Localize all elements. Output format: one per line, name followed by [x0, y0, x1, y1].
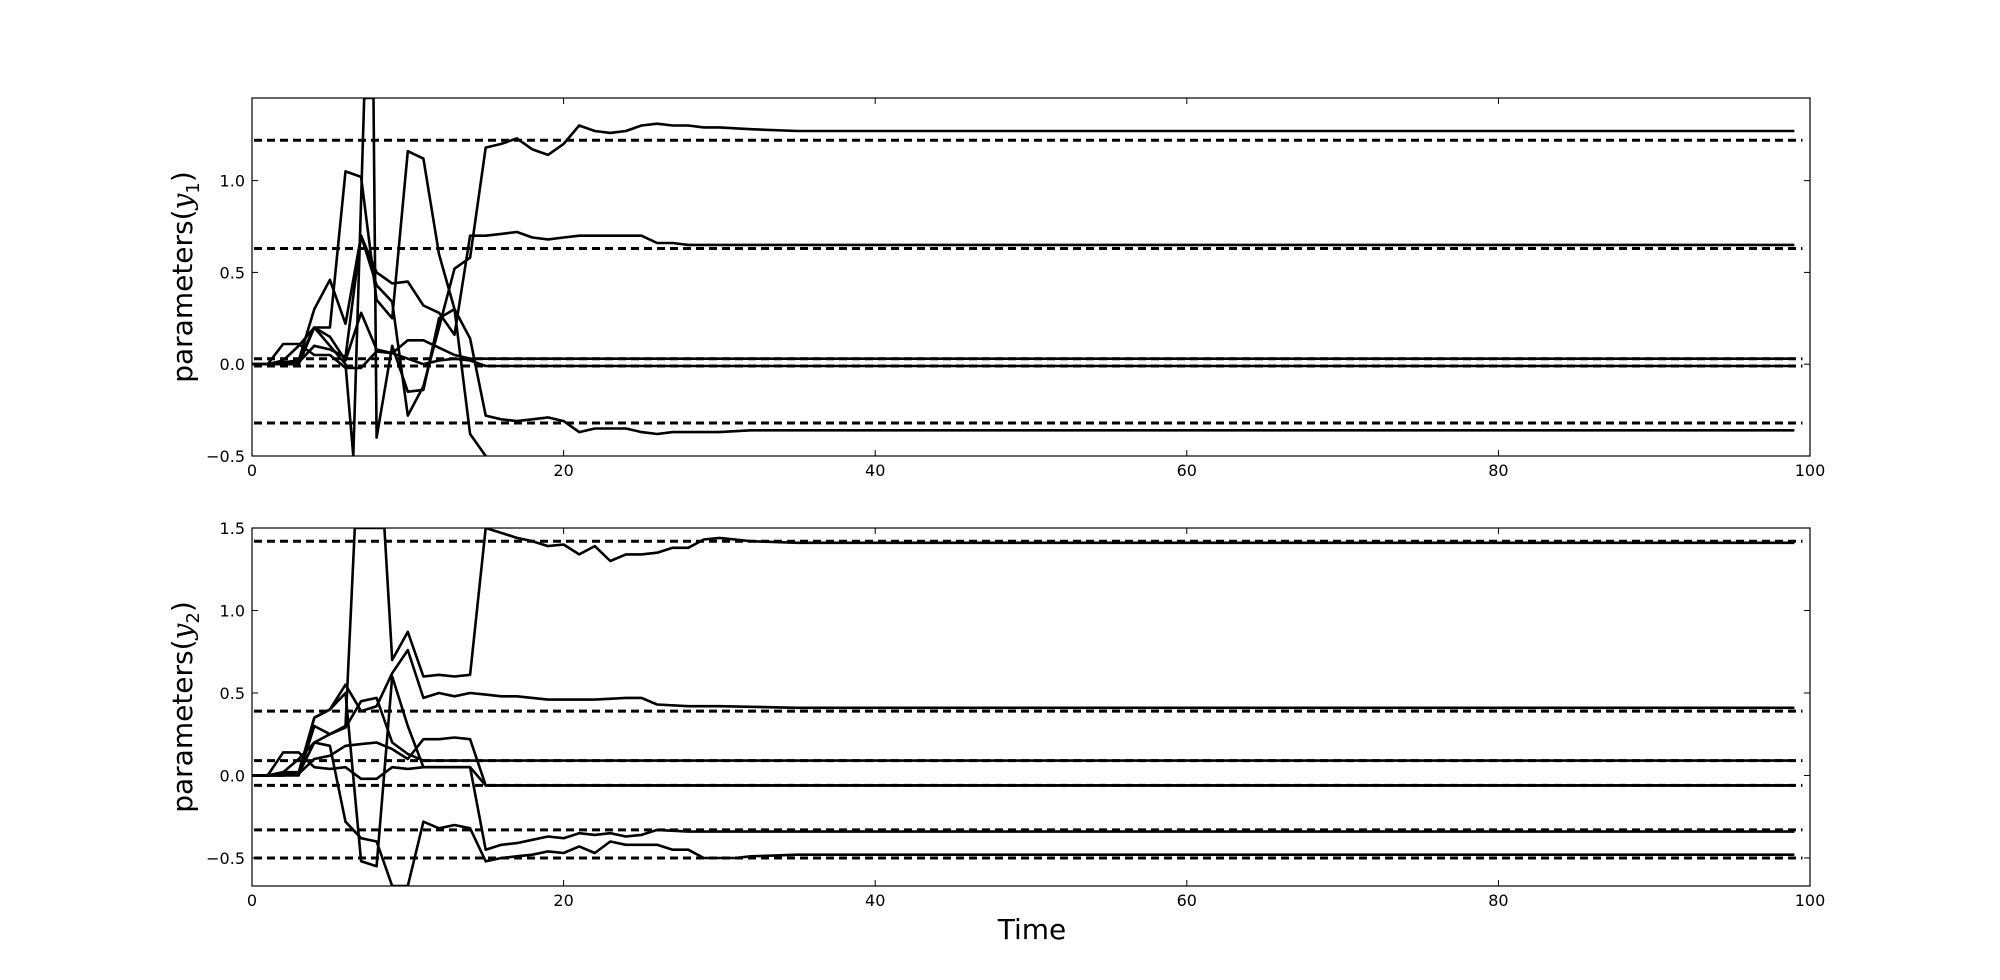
y-axis-label-subscript: 1	[183, 182, 204, 193]
x-tick-label: 0	[247, 461, 257, 480]
y-axis-label-suffix: )	[166, 601, 199, 612]
y-axis-label-var: y	[166, 192, 199, 211]
y-axis-label: parameters(y2)	[166, 601, 204, 813]
axes-frame	[251, 527, 1811, 887]
y-tick-label: 0.5	[220, 684, 245, 703]
series-line-2	[252, 311, 1795, 366]
y-tick-label: 1.0	[220, 172, 245, 191]
y-tick-label: −0.5	[206, 849, 245, 868]
axes-frame	[251, 97, 1811, 457]
y-tick-label: 0.0	[220, 766, 245, 785]
series-line-6	[252, 98, 487, 456]
series-line-2	[252, 648, 1795, 777]
subplot-1: 0 20 40 60 80 100 −0.5 0.0 0.5 1.0 parameters(y1)	[166, 97, 1826, 480]
y-tick-label: 1.5	[220, 519, 245, 538]
series-line-5	[252, 149, 1795, 436]
x-tick-label: 80	[1488, 461, 1508, 480]
x-tick-label: 100	[1795, 461, 1826, 480]
series-line-1	[252, 528, 1795, 777]
plot-area	[252, 528, 1803, 886]
y-tick-label: 0.0	[220, 355, 245, 374]
series-line-3	[252, 122, 1795, 417]
x-tick-label: 100	[1795, 891, 1826, 910]
subplot-2: 0 20 40 60 80 100 −0.5 0.0 0.5 1.0 1.5 parameters(y…	[166, 519, 1825, 910]
x-tick-label: 40	[865, 891, 885, 910]
series-line-6	[252, 741, 1795, 886]
y-axis-label-prefix: parameters(	[166, 209, 199, 382]
x-tick-label: 20	[553, 891, 573, 910]
series-line-7	[252, 675, 1795, 868]
y-axis-label: parameters(y1)	[166, 171, 204, 383]
y-axis-label-subscript: 2	[183, 612, 204, 623]
x-tick-label: 20	[553, 461, 573, 480]
x-tick-label: 80	[1488, 891, 1508, 910]
y-axis-label-prefix: parameters(	[166, 639, 199, 812]
plot-area	[252, 98, 1803, 456]
series-line-4	[252, 342, 1795, 370]
series-line-1	[252, 230, 1795, 366]
y-tick-label: −0.5	[206, 447, 245, 466]
x-tick-label: 0	[247, 891, 257, 910]
y-tick-label: 1.0	[220, 601, 245, 620]
series-line-4	[252, 696, 1795, 777]
x-tick-label: 40	[865, 461, 885, 480]
y-tick-label: 0.5	[220, 263, 245, 282]
x-tick-label: 60	[1177, 891, 1197, 910]
y-axis-label-var: y	[166, 622, 199, 641]
x-axis-label: Time	[997, 913, 1067, 946]
y-axis-label-suffix: )	[166, 171, 199, 182]
x-tick-label: 60	[1177, 461, 1197, 480]
